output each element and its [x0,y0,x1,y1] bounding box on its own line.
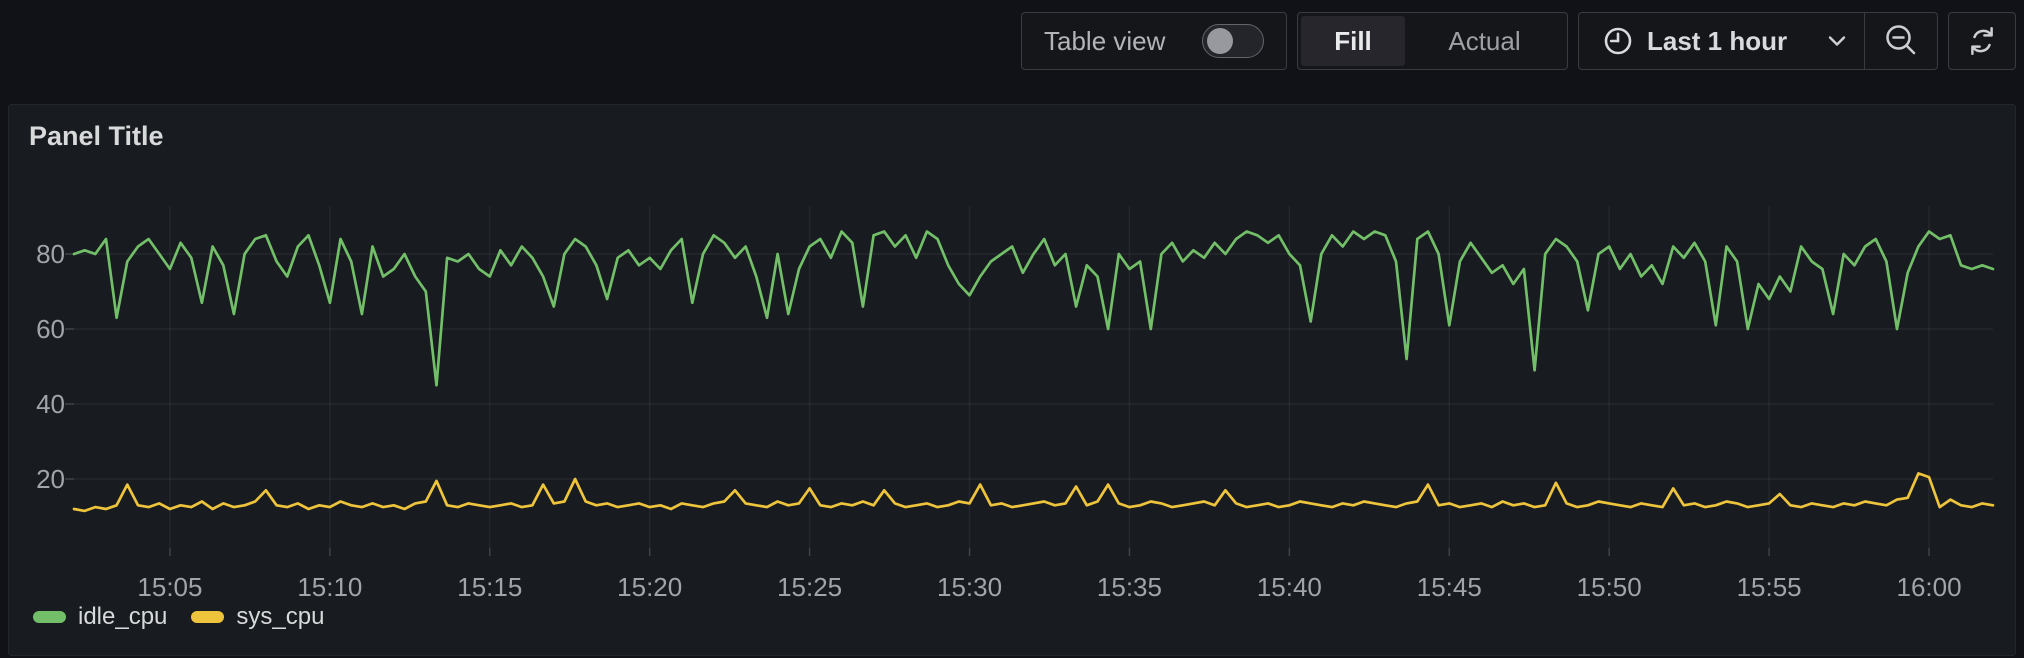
legend-item-sys_cpu[interactable]: sys_cpu [191,603,324,631]
x-axis-label: 16:00 [1896,572,1961,602]
clock-icon [1604,27,1632,55]
legend-label: sys_cpu [236,603,325,630]
panel-title[interactable]: Panel Title [29,121,164,151]
x-axis-label: 15:10 [297,572,362,602]
x-axis-label: 15:20 [617,572,682,602]
fill-actual-switch: Fill Actual [1297,12,1568,70]
refresh-icon [1971,26,1993,56]
y-axis-label: 20 [36,464,65,494]
panel-toolbar: Table view Fill Actual Last 1 hour [1021,12,2016,70]
zoom-out-button[interactable] [1865,13,1937,69]
x-axis-label: 15:35 [1097,572,1162,602]
fill-option[interactable]: Fill [1301,16,1405,66]
chart-legend: idle_cpu sys_cpu [33,603,324,631]
legend-label: idle_cpu [78,603,168,630]
legend-color-pill [33,611,66,623]
y-axis-label: 80 [36,239,65,269]
toggle-knob [1207,28,1233,54]
x-axis-label: 15:15 [457,572,522,602]
table-view-toggle[interactable] [1202,24,1264,58]
table-view-control: Table view [1021,12,1287,70]
refresh-button[interactable] [1948,12,2016,70]
y-axis-label: 60 [36,314,65,344]
legend-item-idle_cpu[interactable]: idle_cpu [33,603,167,631]
series-line-sys_cpu [72,472,1995,513]
x-axis-label: 15:45 [1417,572,1482,602]
time-series-chart: 20 40 60 80 15:05 15:10 15:15 15:20 15:25 15:30 15… [36,206,1995,602]
chevron-down-icon [1828,36,1846,46]
table-view-label: Table view [1044,25,1166,56]
x-axis-label: 15:30 [937,572,1002,602]
x-axis-label: 15:25 [777,572,842,602]
x-axis-label: 15:50 [1577,572,1642,602]
time-range-label: Last 1 hour [1647,25,1788,56]
x-axis-label: 15:55 [1737,572,1802,602]
x-axis-label: 15:05 [137,572,202,602]
series-line-idle_cpu [72,230,1995,387]
zoom-out-icon [1886,25,1916,55]
time-picker-divider [1864,13,1865,69]
y-axis-label: 40 [36,389,65,419]
time-range-button[interactable]: Last 1 hour [1579,13,1864,69]
time-picker: Last 1 hour [1578,12,1938,70]
x-axis-label: 15:40 [1257,572,1322,602]
actual-option[interactable]: Actual [1448,25,1521,56]
legend-color-pill [191,611,225,623]
grafana-panel: Panel Title 20 40 60 80 15:05 15:10 15:15 15:20… [8,104,2016,656]
